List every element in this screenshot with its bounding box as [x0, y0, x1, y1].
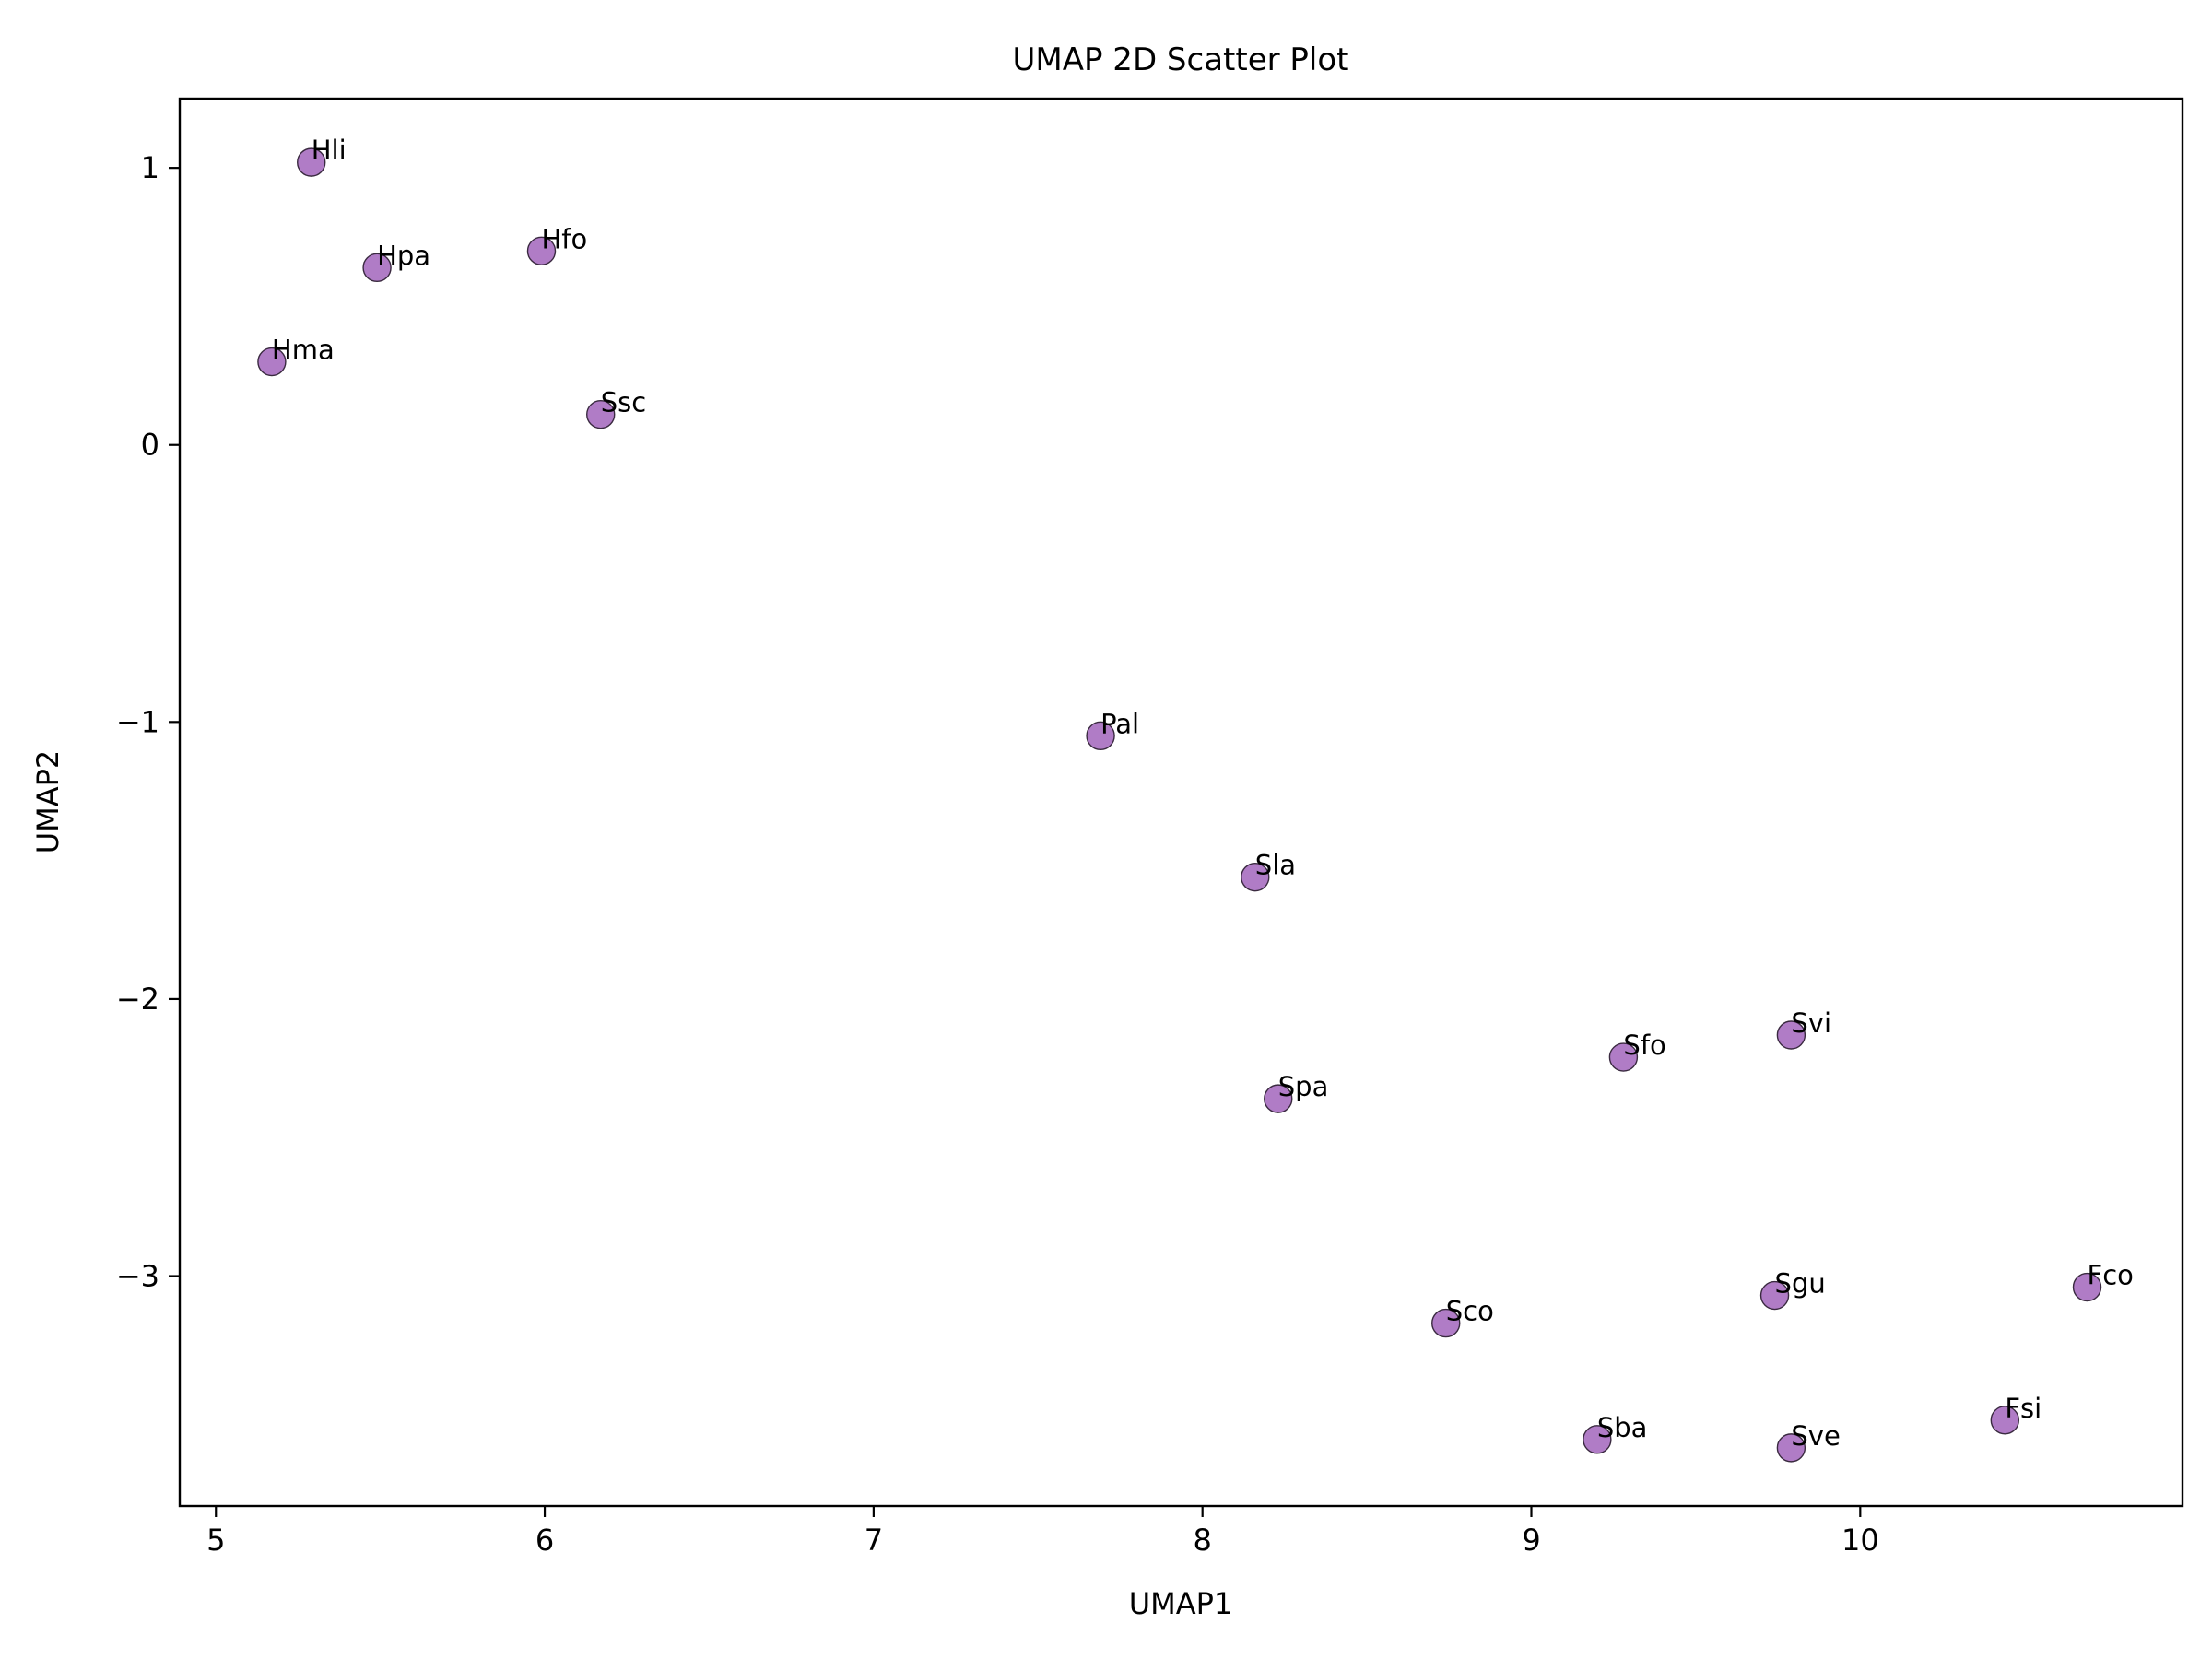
- point-label: Sla: [1255, 850, 1296, 881]
- scatter-point: [297, 147, 326, 177]
- x-tick-label: 10: [1841, 1523, 1879, 1558]
- x-axis-label: UMAP1: [1129, 1586, 1233, 1621]
- scatter-point: [1759, 1280, 1790, 1311]
- point-label: Hli: [312, 135, 347, 166]
- scatter-point: [586, 399, 616, 429]
- scatter-point: [1608, 1042, 1639, 1072]
- scatter-point: [1776, 1020, 1806, 1050]
- y-axis-label: UMAP2: [30, 750, 65, 854]
- y-tick-label: −1: [116, 704, 159, 739]
- scatter-point: [1086, 721, 1115, 751]
- x-tick-label: 8: [1194, 1523, 1212, 1558]
- scatter-point: [2072, 1272, 2102, 1302]
- point-label: Ssc: [601, 387, 646, 418]
- point-label: Sco: [1446, 1296, 1494, 1327]
- x-axis-ticks: 5 6 7 8 9 10: [206, 1506, 1879, 1558]
- y-axis-ticks: 1 0 −1 −2 −3: [116, 150, 180, 1294]
- scatter-point: [1776, 1433, 1806, 1463]
- x-tick-label: 5: [206, 1523, 225, 1558]
- scatter-points: Hli Hpa Hfo Hma Ssc Pal Sla Svi Sfo Spa Fco Sgu Sco F…: [257, 135, 2134, 1463]
- x-tick-label: 6: [535, 1523, 554, 1558]
- point-label: Sve: [1791, 1420, 1840, 1452]
- point-label: Fco: [2088, 1260, 2134, 1291]
- y-tick-label: −2: [116, 982, 159, 1017]
- point-label: Sba: [1597, 1412, 1648, 1443]
- point-label: Hma: [272, 335, 335, 366]
- x-tick-label: 9: [1522, 1523, 1540, 1558]
- y-tick-label: 1: [141, 150, 159, 185]
- point-label: Hpa: [377, 240, 430, 271]
- x-tick-label: 7: [865, 1523, 883, 1558]
- y-tick-label: −3: [116, 1259, 159, 1294]
- scatter-point: [1431, 1308, 1461, 1338]
- chart-title: UMAP 2D Scatter Plot: [1013, 41, 1349, 78]
- y-tick-label: 0: [141, 428, 159, 463]
- point-label: Pal: [1100, 708, 1139, 739]
- scatter-point: [1990, 1406, 2020, 1435]
- point-label: Sfo: [1623, 1030, 1665, 1061]
- point-label: Sgu: [1775, 1268, 1826, 1300]
- scatter-point: [1264, 1084, 1293, 1113]
- scatter-point: [362, 253, 392, 283]
- scatter-point: [257, 347, 287, 377]
- scatter-point: [1583, 1425, 1612, 1454]
- plot-area-frame: [178, 97, 2184, 1508]
- scatter-point: [1241, 862, 1270, 892]
- point-label: Hfo: [541, 223, 587, 254]
- scatter-point: [526, 236, 557, 266]
- point-label: Svi: [1791, 1007, 1831, 1039]
- point-label: Spa: [1278, 1071, 1329, 1102]
- point-label: Fsi: [2005, 1393, 2041, 1424]
